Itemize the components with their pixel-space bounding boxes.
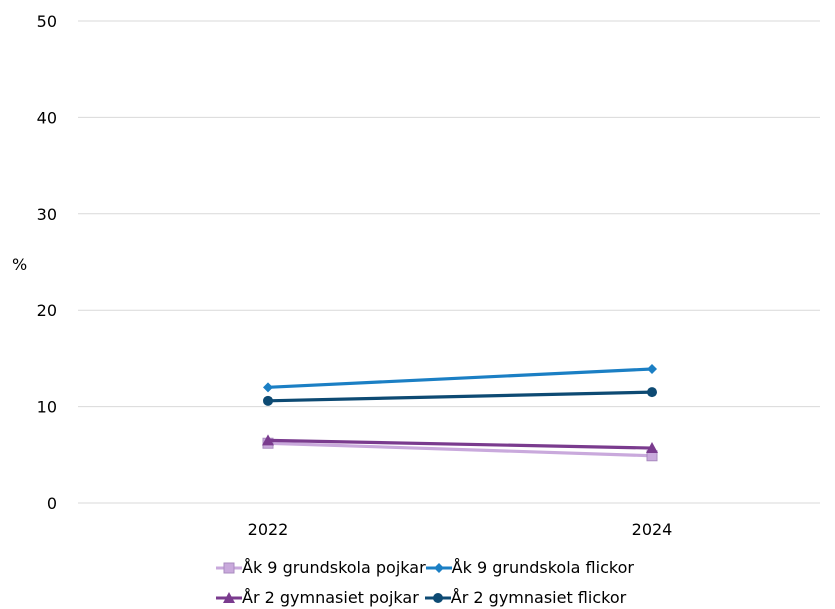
y-tick-label: 20 <box>37 301 57 320</box>
y-axis-label: % <box>12 255 27 274</box>
series-diamond <box>263 364 657 393</box>
legend-label: År 2 gymnasiet flickor <box>450 588 627 607</box>
series-line <box>267 390 653 403</box>
legend-item: År 2 gymnasiet pojkar <box>216 588 419 607</box>
gridlines <box>78 20 820 504</box>
legend-item: Åk 9 grundskola flickor <box>425 558 634 577</box>
series-triangle <box>262 434 658 454</box>
y-tick-label: 0 <box>47 494 57 513</box>
x-axis-ticks: 2022 2024 <box>248 520 673 539</box>
legend-label: Åk 9 grundskola pojkar <box>242 558 426 577</box>
y-tick-label: 50 <box>37 12 57 31</box>
legend-swatch <box>424 592 451 603</box>
data-point <box>647 387 657 398</box>
legend-row: Åk 9 grundskola pojkar Åk 9 grundskola fl… <box>216 558 634 577</box>
legend-label: Åk 9 grundskola flickor <box>451 558 634 577</box>
series-line <box>267 438 653 450</box>
data-point <box>647 364 657 375</box>
legend-row: År 2 gymnasiet pojkar År 2 gymnasiet flic… <box>216 588 626 607</box>
legend-swatch <box>425 562 452 573</box>
y-tick-label: 40 <box>37 108 57 127</box>
y-tick-label: 30 <box>37 205 57 224</box>
legend-label: År 2 gymnasiet pojkar <box>242 588 419 607</box>
y-axis-ticks: 0 10 20 30 40 50 <box>37 12 57 513</box>
legend-swatch <box>216 591 242 603</box>
data-point <box>646 442 658 454</box>
y-tick-label: 10 <box>37 398 57 417</box>
x-tick-label: 2022 <box>248 520 289 539</box>
legend-swatch <box>216 562 242 573</box>
series-circle <box>263 387 657 406</box>
data-point <box>263 395 273 406</box>
data-point <box>263 382 273 393</box>
legend-item: Åk 9 grundskola pojkar <box>216 558 426 577</box>
legend-item: År 2 gymnasiet flickor <box>424 588 627 607</box>
series-group <box>262 364 658 462</box>
series-line <box>267 441 653 458</box>
data-point <box>262 434 274 446</box>
x-tick-label: 2024 <box>632 520 673 539</box>
series-line <box>267 367 653 389</box>
